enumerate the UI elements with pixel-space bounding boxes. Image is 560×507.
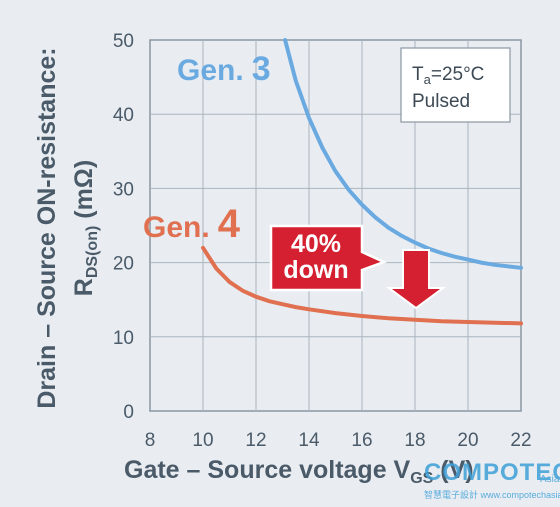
x-tick-label: 8 — [145, 430, 156, 451]
x-tick-label: 18 — [404, 430, 425, 451]
conditions-box-frame — [400, 47, 511, 123]
reduction-percent: 40% — [291, 230, 341, 258]
condition-temperature: Ta=25°C — [412, 64, 484, 87]
down-arrow-icon — [385, 249, 447, 310]
x-tick-label: 22 — [510, 430, 531, 451]
y-axis-label: Drain – Source ON-resistance: RDS(on) (m… — [33, 47, 101, 408]
y-tick-label: 20 — [113, 254, 134, 275]
watermark-brand: COMPOTECH — [424, 459, 560, 486]
condition-temp-value: =25°C — [431, 64, 485, 85]
x-tick-label: 10 — [192, 430, 213, 451]
grid-lines — [150, 40, 521, 411]
series-label-gen4-num: 4 — [218, 202, 241, 246]
series-line-gen4 — [201, 245, 523, 326]
series-label-gen3: Gen. 3 — [177, 50, 271, 88]
x-tick-label: 16 — [351, 430, 372, 451]
reduction-badge — [269, 224, 388, 292]
watermark: COMPOTECH Asia 智慧電子設計 www.compotechasia.… — [424, 459, 560, 500]
series-label-gen3-num: 3 — [252, 50, 271, 88]
condition-temp-symbol: T — [412, 64, 424, 85]
condition-temp-sub: a — [424, 72, 432, 87]
y-axis-subscript: DS(on) — [84, 226, 101, 278]
y-axis-label-line1: Drain – Source ON-resistance: — [33, 47, 61, 408]
watermark-subtitle: 智慧電子設計 www.compotechasia.com — [424, 489, 560, 500]
tick-labels: 8 10 12 14 16 18 20 22 0 10 20 30 40 50 — [113, 31, 532, 451]
x-axis-label-main: Gate – Source voltage V — [124, 456, 411, 484]
y-tick-label: 50 — [113, 31, 134, 52]
reduction-annotation: 40% down — [269, 224, 447, 310]
y-tick-label: 30 — [113, 179, 134, 200]
y-tick-label: 0 — [123, 402, 134, 423]
series-label-gen4: Gen. 4 — [143, 202, 241, 246]
watermark-suffix: Asia — [540, 474, 560, 485]
condition-pulsed: Pulsed — [412, 91, 470, 112]
reduction-word: down — [283, 256, 348, 284]
series-label-gen3-prefix: Gen. — [177, 54, 244, 87]
x-tick-label: 12 — [245, 430, 266, 451]
y-axis-label-line2: RDS(on) (mΩ) — [70, 160, 101, 296]
series-line-gen3 — [283, 38, 523, 270]
conditions-box: Ta=25°C Pulsed — [400, 47, 511, 123]
y-tick-label: 40 — [113, 105, 134, 126]
y-axis-unit: (mΩ) — [70, 160, 98, 226]
series-label-gen4-prefix: Gen. — [143, 211, 210, 244]
y-tick-label: 10 — [113, 328, 134, 349]
x-axis-label: Gate – Source voltage VGS (V) — [124, 456, 474, 487]
x-tick-label: 14 — [298, 430, 320, 451]
x-axis-label-sub: GS — [410, 470, 433, 487]
x-axis-label-unit: (V) — [433, 456, 473, 484]
x-tick-label: 20 — [457, 430, 478, 451]
y-axis-symbol: R — [70, 278, 98, 296]
